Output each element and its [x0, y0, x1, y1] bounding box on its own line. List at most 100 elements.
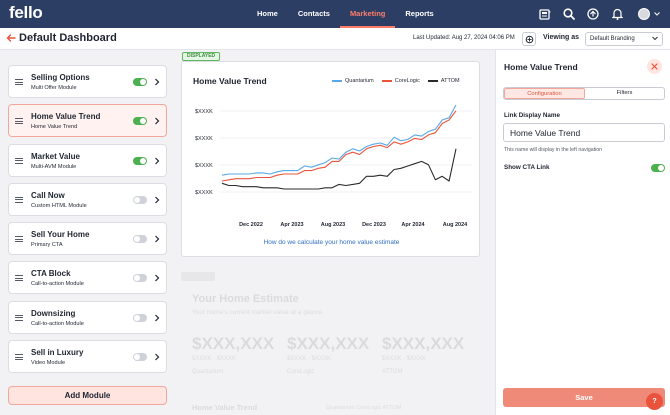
tab-filters[interactable]: Filters	[616, 90, 633, 96]
drag-handle-icon[interactable]	[15, 354, 23, 362]
module-name: Call Now	[31, 190, 65, 200]
branding-select[interactable]: Default Branding	[585, 32, 663, 46]
module-toggle[interactable]	[133, 235, 147, 244]
drag-handle-icon[interactable]	[15, 275, 23, 283]
module-item[interactable]: Downsizing Call-to-action Module	[8, 300, 167, 334]
module-item[interactable]: Selling Options Multi Offer Module	[8, 65, 167, 98]
refresh-icon	[525, 35, 533, 43]
module-item[interactable]: Market Value Multi-AVM Module	[8, 143, 167, 177]
drag-handle-icon[interactable]	[15, 79, 23, 87]
module-type: Multi-AVM Module	[31, 163, 77, 170]
chevron-right-icon	[155, 78, 160, 86]
x-tick-label: Aug 2024	[443, 222, 468, 228]
fello-logo[interactable]: fello	[9, 3, 43, 22]
estimate-range: $XXXK - $XXXK	[382, 356, 427, 362]
help-button[interactable]: ?	[646, 393, 663, 410]
chart-legend: Quantarium CoreLogic ATTOM	[332, 78, 468, 84]
panel-title: Home Value Trend	[504, 62, 578, 72]
card-title: Home Value Trend	[193, 76, 267, 86]
module-toggle[interactable]	[133, 353, 147, 362]
toggle-knob	[134, 275, 140, 282]
toggle-knob	[134, 236, 140, 243]
drag-handle-icon[interactable]	[15, 196, 23, 205]
top-navbar: fello Home Contacts Marketing Reports	[0, 0, 670, 28]
panel-tabs: Configuration Filters	[503, 87, 665, 100]
hidden-modules-preview: Your Home Estimate Your home's current m…	[181, 272, 481, 415]
how-calculated-link[interactable]: How do we calculate your home value esti…	[263, 239, 400, 246]
y-tick-label: $XXXK	[195, 190, 213, 196]
y-tick-label: $XXXK	[195, 136, 213, 142]
show-cta-label: Show CTA Link	[504, 164, 550, 171]
close-icon	[651, 63, 658, 70]
refresh-button[interactable]	[522, 32, 536, 46]
chevron-down-icon	[652, 36, 658, 41]
module-settings-panel: Home Value Trend Configuration Filters L…	[495, 50, 670, 415]
dashboard-header: Default Dashboard Last Updated: Aug 27, …	[0, 28, 670, 50]
module-item[interactable]: Sell Your Home Primary CTA	[8, 222, 167, 256]
module-item[interactable]: Home Value Trend Home Value Trend	[8, 104, 167, 138]
link-display-name-input[interactable]	[503, 123, 665, 142]
module-name: Downsizing	[31, 308, 76, 318]
nav-reports[interactable]: Reports	[405, 9, 434, 18]
module-name: Selling Options	[31, 73, 90, 82]
module-name: Sell Your Home	[31, 230, 90, 240]
nav-contacts[interactable]: Contacts	[297, 9, 330, 18]
toggle-knob	[658, 165, 664, 171]
trend-title: Home Value Trend	[192, 403, 258, 412]
x-tick-label: Apr 2023	[280, 222, 303, 228]
tab-configuration[interactable]: Configuration	[504, 88, 585, 99]
add-module-button[interactable]: Add Module	[8, 386, 167, 405]
sync-icon[interactable]	[586, 7, 600, 21]
chevron-down-icon	[654, 12, 660, 16]
module-item[interactable]: Call Now Custom HTML Module	[8, 182, 167, 216]
chevron-right-icon	[155, 196, 160, 204]
toggle-knob	[140, 157, 146, 164]
module-type: Home Value Trend	[31, 124, 78, 131]
module-type: Primary CTA	[31, 242, 63, 249]
module-toggle[interactable]	[133, 313, 147, 322]
nav-marketing[interactable]: Marketing	[339, 0, 396, 28]
newspaper-icon[interactable]	[538, 7, 552, 21]
home-value-trend-card[interactable]: $XXXK $XXXK $XXXK $XXXK Dec 2022 Apr 2023 Aug …	[181, 61, 480, 257]
nav-home[interactable]: Home	[257, 9, 278, 18]
estimate-value: $XXX,XXX	[192, 334, 275, 353]
chevron-right-icon	[155, 353, 160, 361]
chevron-right-icon	[155, 117, 160, 125]
module-name: Market Value	[31, 151, 80, 161]
drag-handle-icon[interactable]	[15, 314, 23, 323]
back-arrow-icon[interactable]	[6, 33, 16, 43]
estimate-range: $XXXK - $XXXK	[287, 356, 332, 362]
home-value-chart: $XXXK $XXXK $XXXK $XXXK Dec 2022 Apr 2023 Aug …	[195, 104, 472, 228]
module-toggle[interactable]	[133, 195, 147, 204]
module-type: Video Module	[31, 360, 66, 367]
search-icon[interactable]	[562, 7, 576, 21]
drag-handle-icon[interactable]	[15, 118, 23, 126]
estimate-value: $XXX,XXX	[287, 334, 370, 353]
module-toggle[interactable]	[133, 274, 147, 283]
user-menu[interactable]	[638, 8, 660, 20]
toggle-knob	[140, 79, 146, 85]
drag-handle-icon[interactable]	[15, 236, 23, 244]
bell-icon[interactable]	[610, 7, 624, 21]
module-item[interactable]: CTA Block Call-to-action Module	[8, 261, 167, 295]
legend-item-attom: ATTOM	[427, 78, 460, 84]
module-toggle[interactable]	[133, 78, 147, 86]
module-name: CTA Block	[31, 269, 71, 279]
module-type: Call-to-action Module	[31, 320, 84, 327]
module-toggle[interactable]	[133, 117, 147, 126]
toggle-knob	[140, 118, 146, 125]
save-button[interactable]: Save	[503, 388, 665, 407]
estimate-value: $XXX,XXX	[382, 334, 465, 353]
module-type: Call-to-action Module	[31, 281, 84, 288]
legend-label: Quantarium	[345, 78, 374, 84]
module-name: Home Value Trend	[31, 112, 101, 122]
chevron-right-icon	[155, 235, 160, 243]
estimate-subtitle: Your home's current market value at a gl…	[192, 309, 323, 316]
close-button[interactable]	[647, 59, 662, 74]
show-cta-toggle[interactable]	[651, 164, 665, 172]
series-line-corelogic	[221, 110, 457, 182]
estimate-source: Quantarium	[192, 369, 224, 375]
drag-handle-icon[interactable]	[15, 157, 23, 166]
module-toggle[interactable]	[133, 156, 147, 165]
module-item[interactable]: Sell in Luxury Video Module	[8, 340, 167, 374]
